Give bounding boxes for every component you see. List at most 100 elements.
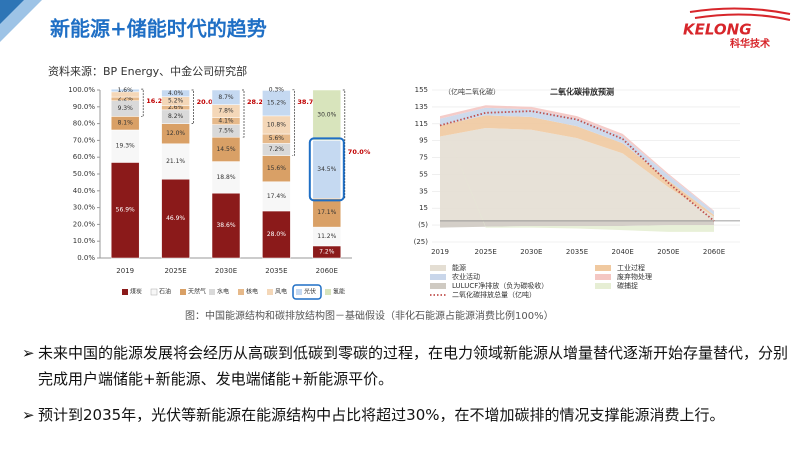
bullet: ➢ 预计到2035年，光伏等新能源在能源结构中占比将超过30%，在不增加碳排的情况… [22, 402, 792, 428]
data-label: 8.1% [118, 120, 134, 127]
source-note: 资料来源：BP Energy、中金公司研究部 [48, 64, 247, 78]
logo-subtext: 科华技术 [730, 37, 770, 50]
area [440, 115, 714, 217]
area [440, 128, 714, 221]
bullet-marker: ➢ [22, 344, 35, 362]
data-label: 11.2% [317, 233, 336, 240]
y-tick-label: 100.0% [68, 86, 95, 94]
highlight-frame [308, 137, 345, 202]
legend-swatch [209, 289, 215, 295]
share-annotation: 70.0% [348, 148, 371, 156]
data-label: 10.8% [267, 121, 286, 128]
data-label: 5.6% [269, 135, 285, 142]
y-tick-label: 55 [419, 170, 428, 178]
y-tick-label: 70.0% [73, 136, 96, 144]
emission-chart: 二氧化碳排放预测 （亿吨二氧化碳） (25) (5) 15 35 55 75 95 115 135 1… [414, 86, 740, 299]
bullet-text: 预计到2035年，光伏等新能源在能源结构中占比将超过30%，在不增加碳排的情况支… [38, 406, 725, 424]
bar-segment [110, 88, 140, 93]
data-label: 7.8% [218, 108, 234, 115]
line [439, 110, 715, 222]
data-label: 7.2% [269, 146, 285, 153]
y-tick-label: 35 [419, 187, 428, 195]
share-annotation: 16.2% [146, 97, 169, 105]
bar-segment [262, 89, 291, 91]
bar-segment [312, 140, 342, 199]
x-tick-label: 2030E [520, 248, 542, 256]
legend-swatch [595, 265, 611, 271]
legend-label: 天然气 [188, 288, 206, 296]
data-label: 15.2% [267, 100, 286, 107]
x-tick-label: 2030E [215, 267, 237, 275]
legend-label: 核电 [246, 288, 258, 296]
data-label: 28.0% [267, 231, 286, 238]
data-label: 19.3% [116, 143, 135, 150]
share-annotation: 38.7% [297, 98, 320, 106]
data-label: 9.3% [118, 105, 134, 112]
data-label: 38.6% [216, 222, 235, 229]
x-tick-label: 2019 [116, 267, 134, 275]
x-tick-label: 2040E [612, 248, 634, 256]
legend-swatch [238, 289, 244, 295]
y-tick-label: 30.0% [73, 204, 96, 212]
data-label: 2.6% [168, 104, 184, 111]
bullet: ➢ 未来中国的能源发展将会经历从高碳到低碳到零碳的过程，在电力领域新能源从增量替代… [22, 340, 792, 392]
legend-swatch [430, 265, 446, 271]
legend-swatch [122, 289, 128, 295]
legend-highlight [292, 284, 322, 300]
legend-label: 水电 [217, 288, 229, 296]
x-tick-label: 2019 [431, 248, 449, 256]
legend-label: 石油 [159, 288, 171, 296]
x-tick-label: 2035E [566, 248, 588, 256]
data-label: 21.1% [166, 158, 185, 165]
share-annotation: 20.0% [197, 98, 220, 106]
data-label: 8.2% [168, 113, 184, 120]
y-tick-label: 95 [419, 137, 428, 145]
data-label: 7.5% [218, 127, 234, 134]
data-label: 7.2% [319, 248, 335, 255]
bar-segment [211, 136, 241, 162]
data-label: 56.9% [116, 207, 135, 214]
area [440, 220, 714, 228]
legend-label: 碳捕捉 [617, 281, 638, 290]
legend-label: 工业过程 [617, 263, 645, 272]
legend-swatch [150, 288, 158, 296]
x-tick-label: 2025E [475, 248, 497, 256]
data-label: 15.6% [267, 165, 286, 172]
y-tick-label: 15 [419, 204, 428, 212]
bar-segment [211, 192, 241, 259]
bar-segment [110, 129, 140, 163]
bar-segment [312, 89, 342, 141]
legend-swatch [595, 274, 611, 280]
data-label: 17.1% [317, 209, 336, 216]
y-tick-label: 60.0% [73, 153, 96, 161]
corner-decoration [0, 0, 24, 24]
legend-swatch [430, 274, 446, 280]
y-tick-label: 0.0% [77, 254, 95, 262]
data-label: 1.6% [118, 87, 134, 94]
legend-swatch [325, 289, 331, 295]
legend-swatch [267, 289, 273, 295]
y-tick-label: 90.0% [73, 103, 96, 111]
bar-segment [161, 143, 190, 180]
y-tick-label: 115 [415, 120, 428, 128]
bracket [191, 89, 194, 124]
y-tick-label: 10.0% [73, 237, 96, 245]
y-tick-label: 50.0% [73, 170, 96, 178]
legend-label: 风电 [275, 288, 287, 296]
legend-swatch [430, 283, 446, 289]
share-annotation: 28.2% [247, 98, 270, 106]
legend-label: 光伏 [304, 288, 316, 296]
logo-swoosh [689, 7, 791, 21]
bar-segment [262, 90, 291, 117]
bullet-text: 未来中国的能源发展将会经历从高碳到低碳到零碳的过程，在电力领域新能源从增量替代逐… [38, 344, 789, 388]
data-label: 2.2% [118, 95, 134, 102]
y-tick-label: (25) [414, 238, 429, 246]
energy-chart: 0.0% 10.0% 20.0% 30.0% 40.0% 50.0% 60.0% 70.0% 8… [68, 86, 371, 300]
bracket [292, 89, 295, 156]
data-label: 18.8% [216, 174, 235, 181]
y-tick-label: (5) [418, 221, 428, 229]
bullet-marker: ➢ [22, 406, 35, 424]
data-label: 12.0% [166, 130, 185, 137]
